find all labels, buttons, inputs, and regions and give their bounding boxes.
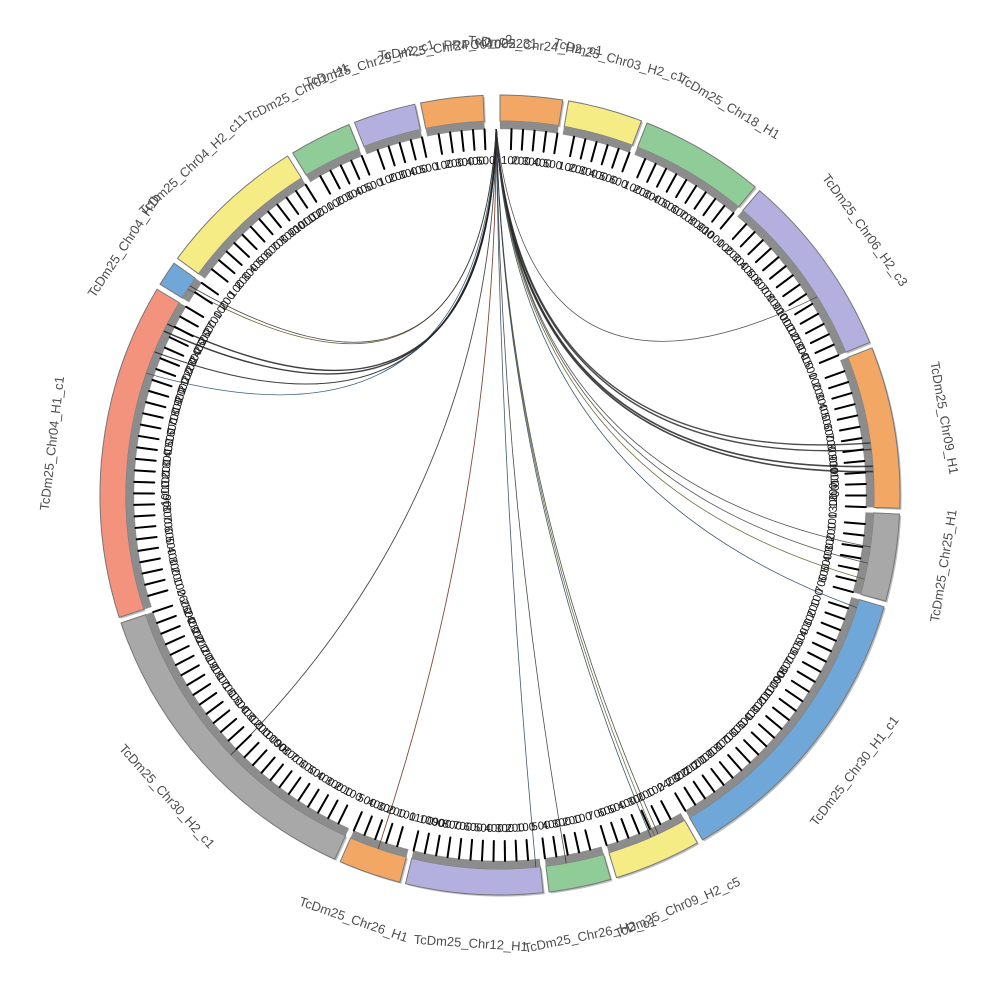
svg-text:500: 500 [476, 155, 496, 168]
svg-text:PRPC01002231: PRPC01002231 [443, 36, 537, 53]
